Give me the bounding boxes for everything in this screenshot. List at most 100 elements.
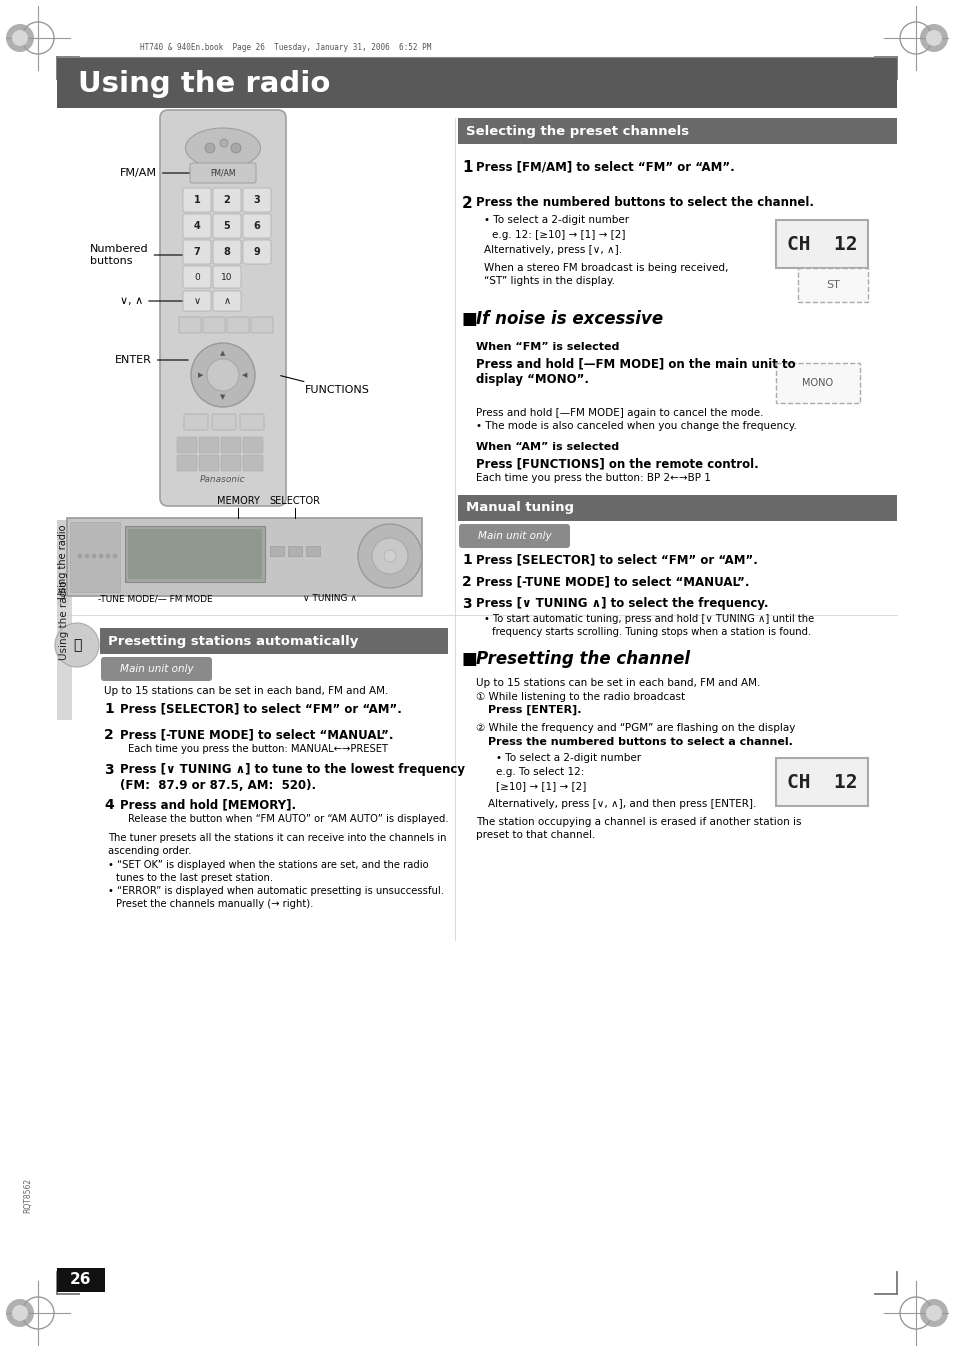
Bar <box>125 526 265 582</box>
Text: 1: 1 <box>104 703 113 716</box>
Text: [≥10] → [1] → [2]: [≥10] → [1] → [2] <box>496 781 586 790</box>
Text: ① While listening to the radio broadcast: ① While listening to the radio broadcast <box>476 692 684 703</box>
Text: ▶: ▶ <box>198 372 204 378</box>
Circle shape <box>919 1300 947 1327</box>
FancyBboxPatch shape <box>213 266 241 288</box>
Text: 3: 3 <box>253 195 260 205</box>
Text: Presetting the channel: Presetting the channel <box>476 650 689 667</box>
FancyBboxPatch shape <box>243 240 271 263</box>
Text: 8: 8 <box>223 247 231 257</box>
Text: 4: 4 <box>104 798 113 812</box>
Bar <box>57 1269 105 1292</box>
Text: Using the radio: Using the radio <box>58 524 68 600</box>
Text: The station occupying a channel is erased if another station is: The station occupying a channel is erase… <box>476 817 801 827</box>
Text: 2: 2 <box>104 728 113 742</box>
Circle shape <box>207 359 239 390</box>
Circle shape <box>12 30 28 46</box>
Text: ∨: ∨ <box>193 296 200 305</box>
Text: Press [∨ TUNING ∧] to select the frequency.: Press [∨ TUNING ∧] to select the frequen… <box>476 597 768 611</box>
FancyBboxPatch shape <box>221 455 241 471</box>
Text: Press [SELECTOR] to select “FM” or “AM”.: Press [SELECTOR] to select “FM” or “AM”. <box>476 553 757 566</box>
Text: CH  12: CH 12 <box>786 773 857 792</box>
FancyBboxPatch shape <box>199 436 219 453</box>
Text: ST: ST <box>825 280 839 290</box>
Text: Press the numbered buttons to select a channel.: Press the numbered buttons to select a c… <box>488 738 792 747</box>
Text: display “MONO”.: display “MONO”. <box>476 373 588 386</box>
FancyBboxPatch shape <box>775 220 867 267</box>
Text: “ST” lights in the display.: “ST” lights in the display. <box>483 276 615 286</box>
Circle shape <box>231 143 241 153</box>
Text: preset to that channel.: preset to that channel. <box>476 830 595 840</box>
FancyBboxPatch shape <box>243 436 263 453</box>
Text: The tuner presets all the stations it can receive into the channels in: The tuner presets all the stations it ca… <box>108 834 446 843</box>
Circle shape <box>112 554 117 558</box>
Text: MEMORY: MEMORY <box>216 496 259 507</box>
Text: ENTER: ENTER <box>115 355 188 365</box>
Text: ▲: ▲ <box>220 350 226 357</box>
Circle shape <box>98 554 103 558</box>
Text: FM/AM: FM/AM <box>210 169 235 177</box>
Text: ∧: ∧ <box>223 296 231 305</box>
FancyBboxPatch shape <box>213 213 241 238</box>
FancyBboxPatch shape <box>221 436 241 453</box>
Text: 0: 0 <box>193 273 200 281</box>
Text: Press the numbered buttons to select the channel.: Press the numbered buttons to select the… <box>476 196 813 209</box>
Text: When “AM” is selected: When “AM” is selected <box>476 442 618 453</box>
FancyBboxPatch shape <box>212 413 235 430</box>
Text: ∨, ∧: ∨, ∧ <box>120 296 182 305</box>
Text: 7: 7 <box>193 247 200 257</box>
Text: HT740 & 940En.book  Page 26  Tuesday, January 31, 2006  6:52 PM: HT740 & 940En.book Page 26 Tuesday, Janu… <box>140 42 431 51</box>
Text: Each time you press the button: BP 2←→BP 1: Each time you press the button: BP 2←→BP… <box>476 473 710 484</box>
Text: Main unit only: Main unit only <box>477 531 551 540</box>
Text: 2: 2 <box>461 196 473 211</box>
Text: 9: 9 <box>253 247 260 257</box>
FancyBboxPatch shape <box>797 267 867 303</box>
Text: Press and hold [MEMORY].: Press and hold [MEMORY]. <box>120 798 295 811</box>
FancyBboxPatch shape <box>184 413 208 430</box>
Bar <box>306 546 319 557</box>
Text: Main unit only: Main unit only <box>119 663 193 674</box>
Text: SELECTOR: SELECTOR <box>269 496 320 507</box>
FancyBboxPatch shape <box>183 240 211 263</box>
FancyBboxPatch shape <box>190 163 255 182</box>
FancyBboxPatch shape <box>177 455 196 471</box>
Text: CH  12: CH 12 <box>786 235 857 254</box>
Text: 📻: 📻 <box>72 638 81 653</box>
FancyBboxPatch shape <box>227 317 249 332</box>
Bar <box>457 494 896 521</box>
Circle shape <box>91 554 96 558</box>
Circle shape <box>384 550 395 562</box>
Text: Up to 15 stations can be set in each band, FM and AM.: Up to 15 stations can be set in each ban… <box>476 678 760 688</box>
Text: MONO: MONO <box>801 378 833 388</box>
Text: Selecting the preset channels: Selecting the preset channels <box>465 124 688 138</box>
Text: Up to 15 stations can be set in each band, FM and AM.: Up to 15 stations can be set in each ban… <box>104 686 388 696</box>
FancyBboxPatch shape <box>199 455 219 471</box>
Text: • “SET OK” is displayed when the stations are set, and the radio: • “SET OK” is displayed when the station… <box>108 861 428 870</box>
Text: Release the button when “FM AUTO” or “AM AUTO” is displayed.: Release the button when “FM AUTO” or “AM… <box>128 815 448 824</box>
Text: (FM:  87.9 or 87.5, AM:  520).: (FM: 87.9 or 87.5, AM: 520). <box>120 780 315 792</box>
Text: ◀: ◀ <box>242 372 248 378</box>
Text: FUNCTIONS: FUNCTIONS <box>280 376 370 394</box>
Text: • The mode is also canceled when you change the frequency.: • The mode is also canceled when you cha… <box>476 422 796 431</box>
FancyBboxPatch shape <box>213 290 241 311</box>
Text: Each time you press the button: MANUAL←→PRESET: Each time you press the button: MANUAL←→… <box>128 744 388 754</box>
Text: ② While the frequency and “PGM” are flashing on the display: ② While the frequency and “PGM” are flas… <box>476 723 795 734</box>
Bar <box>457 118 896 145</box>
Circle shape <box>357 524 421 588</box>
Text: 26: 26 <box>71 1273 91 1288</box>
Text: 4: 4 <box>193 222 200 231</box>
Text: ▼: ▼ <box>220 394 226 400</box>
Text: e.g. 12: [≥10] → [1] → [2]: e.g. 12: [≥10] → [1] → [2] <box>492 230 625 240</box>
FancyBboxPatch shape <box>240 413 264 430</box>
FancyBboxPatch shape <box>183 266 211 288</box>
Text: ascending order.: ascending order. <box>108 846 192 857</box>
Bar <box>270 546 284 557</box>
Text: frequency starts scrolling. Tuning stops when a station is found.: frequency starts scrolling. Tuning stops… <box>492 627 810 638</box>
Circle shape <box>220 139 228 147</box>
FancyBboxPatch shape <box>183 213 211 238</box>
Circle shape <box>85 554 90 558</box>
Text: 1: 1 <box>461 159 472 176</box>
Text: Press [FUNCTIONS] on the remote control.: Press [FUNCTIONS] on the remote control. <box>476 457 758 470</box>
Text: Press and hold [—FM MODE] on the main unit to: Press and hold [—FM MODE] on the main un… <box>476 357 795 370</box>
Text: If noise is excessive: If noise is excessive <box>476 309 662 328</box>
